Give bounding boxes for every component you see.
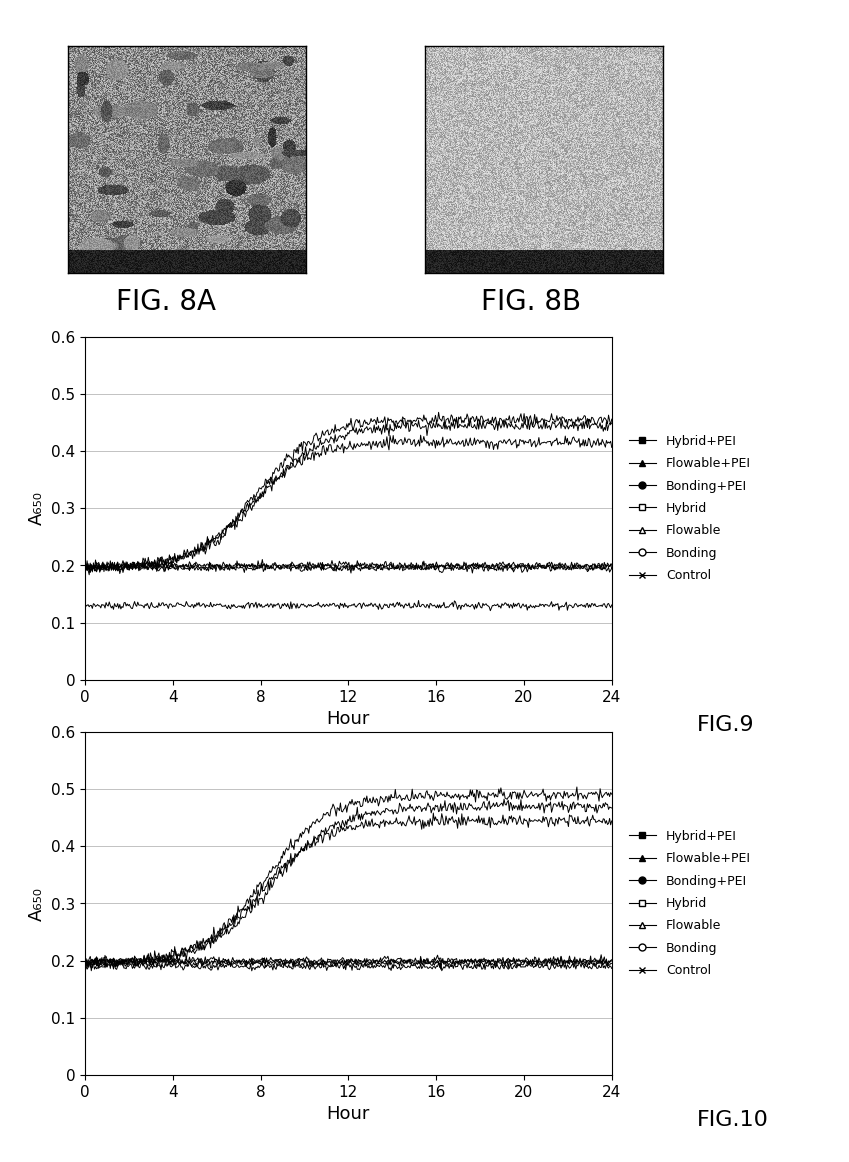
Text: FIG. 8A: FIG. 8A: [115, 288, 216, 316]
Text: FIG.10: FIG.10: [696, 1110, 768, 1129]
X-axis label: Hour: Hour: [326, 1105, 370, 1124]
Text: FIG.9: FIG.9: [696, 715, 754, 734]
Y-axis label: A₆₅₀: A₆₅₀: [27, 887, 45, 920]
X-axis label: Hour: Hour: [326, 710, 370, 729]
Text: FIG. 8B: FIG. 8B: [481, 288, 581, 316]
Legend: Hybrid+PEI, Flowable+PEI, Bonding+PEI, Hybrid, Flowable, Bonding, Control: Hybrid+PEI, Flowable+PEI, Bonding+PEI, H…: [628, 435, 751, 582]
Y-axis label: A₆₅₀: A₆₅₀: [27, 492, 45, 525]
Legend: Hybrid+PEI, Flowable+PEI, Bonding+PEI, Hybrid, Flowable, Bonding, Control: Hybrid+PEI, Flowable+PEI, Bonding+PEI, H…: [628, 830, 751, 977]
